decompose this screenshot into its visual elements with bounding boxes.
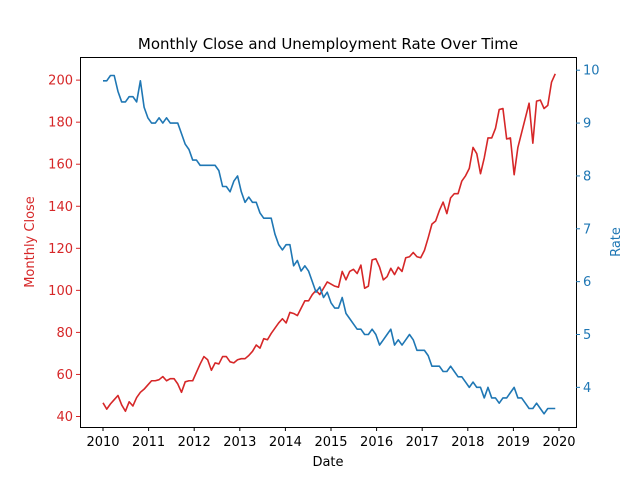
chart-marks bbox=[102, 73, 556, 415]
x-tick-label: 2015 bbox=[314, 435, 347, 450]
x-tick-label: 2020 bbox=[542, 435, 575, 450]
right-tick-label: 10 bbox=[583, 64, 600, 79]
x-tick-label: 2014 bbox=[269, 435, 302, 450]
left-tick-label: 120 bbox=[48, 242, 73, 257]
x-tick-label: 2010 bbox=[86, 435, 119, 450]
left-tick-label: 160 bbox=[48, 158, 73, 173]
right-tick-label: 6 bbox=[583, 275, 591, 290]
left-tick-label: 140 bbox=[48, 200, 73, 215]
left-tick-label: 80 bbox=[56, 326, 73, 341]
x-tick-label: 2017 bbox=[406, 435, 439, 450]
x-tick-label: 2013 bbox=[223, 435, 256, 450]
right-tick-label: 7 bbox=[583, 222, 591, 237]
left-tick-label: 40 bbox=[56, 410, 73, 425]
left-tick-label: 60 bbox=[56, 368, 73, 383]
x-tick-label: 2016 bbox=[360, 435, 393, 450]
left-tick-label: 100 bbox=[48, 284, 73, 299]
chart-title: Monthly Close and Unemployment Rate Over… bbox=[138, 35, 518, 53]
right-tick-label: 9 bbox=[583, 117, 591, 132]
right-axis-label: Rate bbox=[609, 227, 624, 257]
x-tick-label: 2011 bbox=[132, 435, 165, 450]
x-axis-label: Date bbox=[312, 455, 343, 470]
left-axis-ticks: 40 60 80 100 120 140 160 180 200 bbox=[48, 74, 80, 425]
right-tick-label: 4 bbox=[583, 381, 591, 396]
right-tick-label: 5 bbox=[583, 328, 591, 343]
left-axis-label: Monthly Close bbox=[23, 196, 38, 288]
left-tick-label: 200 bbox=[48, 74, 73, 89]
right-tick-label: 8 bbox=[583, 169, 591, 184]
series-line-rate bbox=[103, 74, 556, 415]
series-line-monthly-close bbox=[102, 73, 556, 413]
left-tick-label: 180 bbox=[48, 116, 73, 131]
x-tick-label: 2019 bbox=[497, 435, 530, 450]
x-tick-label: 2018 bbox=[451, 435, 484, 450]
x-axis-ticks: 2010 2011 2012 2013 2014 2015 2016 2017 2018 2019… bbox=[86, 427, 576, 450]
x-tick-label: 2012 bbox=[178, 435, 211, 450]
right-axis-ticks: 4 5 6 7 8 9 10 bbox=[576, 64, 600, 396]
plot-frame bbox=[80, 57, 577, 428]
